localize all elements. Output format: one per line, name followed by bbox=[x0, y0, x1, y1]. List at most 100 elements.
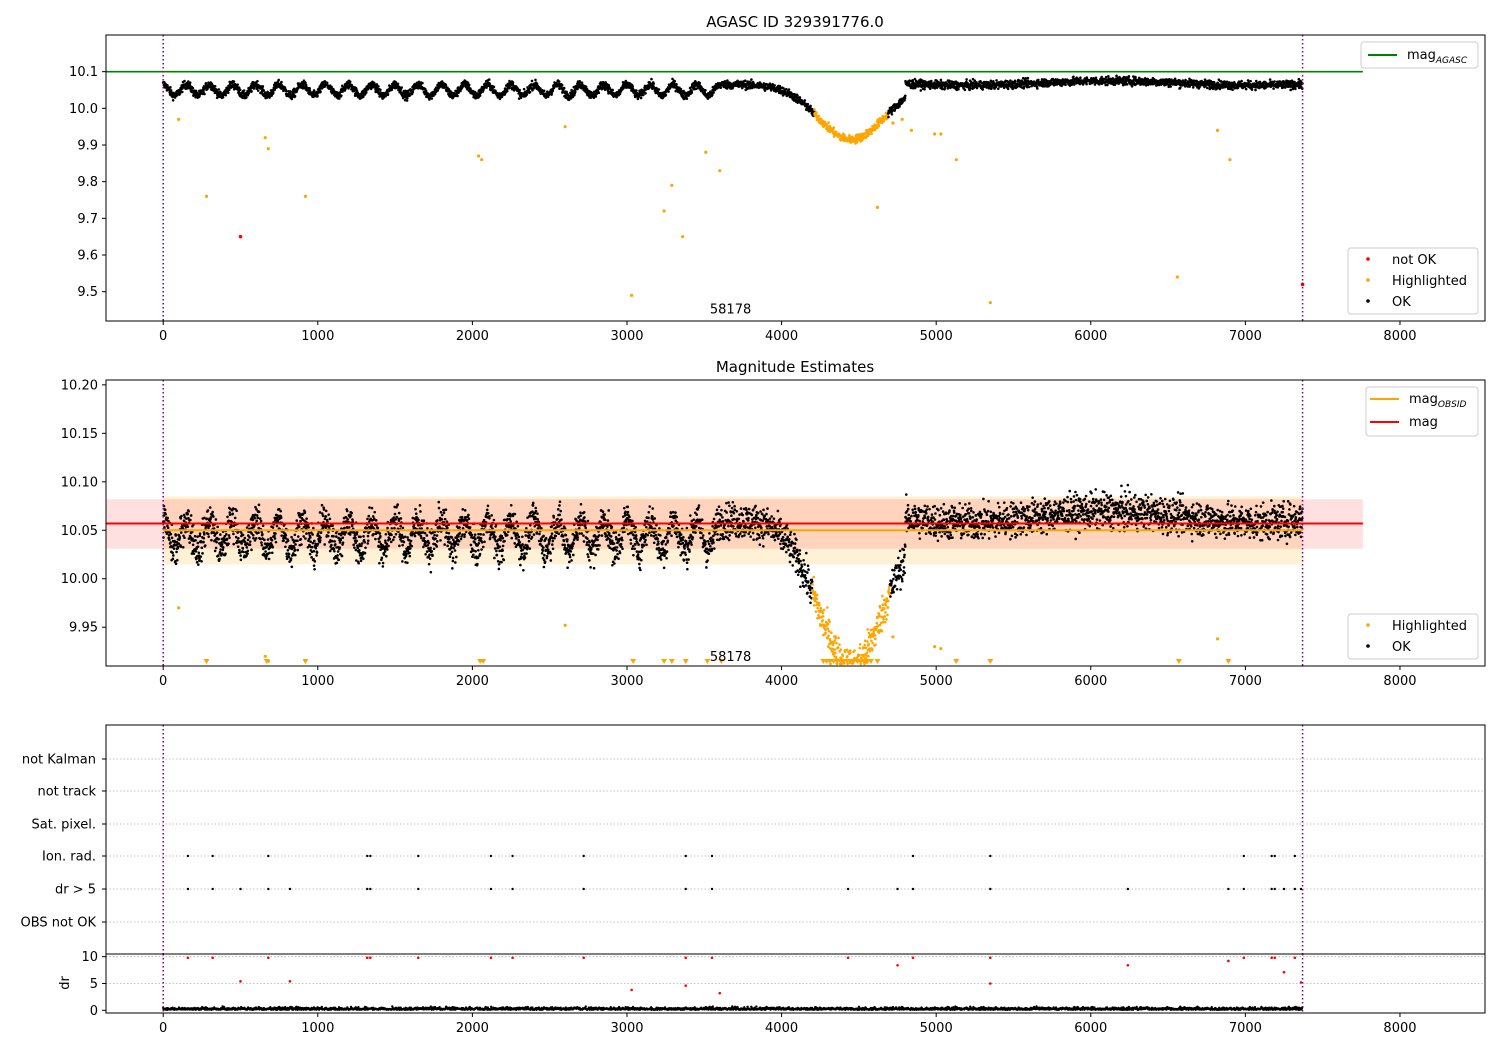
ok-point bbox=[319, 90, 322, 93]
ok-point bbox=[664, 93, 668, 97]
ok-point bbox=[194, 89, 198, 93]
ok-point bbox=[183, 79, 186, 83]
ok-point bbox=[965, 78, 968, 81]
y-tick-label: 9.6 bbox=[77, 249, 98, 264]
ok-point bbox=[330, 85, 333, 89]
ok-point bbox=[488, 82, 492, 85]
ok-point bbox=[169, 86, 172, 89]
highlighted-point bbox=[939, 132, 943, 136]
highlighted-point bbox=[303, 194, 308, 198]
ok-point bbox=[1244, 87, 1248, 91]
highlighted-point bbox=[885, 117, 889, 121]
highlighted-point bbox=[900, 117, 904, 121]
ok-point bbox=[396, 82, 400, 86]
ok-point bbox=[1104, 75, 1108, 79]
ok-point bbox=[551, 89, 555, 93]
ok-point bbox=[719, 86, 723, 90]
ok-point bbox=[169, 532, 173, 536]
ok-point bbox=[1191, 86, 1195, 89]
ok-point bbox=[215, 88, 219, 92]
x-tick-label: 5000 bbox=[920, 329, 953, 344]
ok-point bbox=[973, 79, 977, 83]
ok-point bbox=[316, 94, 319, 98]
ok-point bbox=[1179, 86, 1182, 89]
ok-point bbox=[212, 515, 215, 518]
y-tick-label: 9.7 bbox=[77, 212, 98, 227]
highlighted-point bbox=[704, 150, 708, 154]
ok-point bbox=[405, 99, 409, 102]
ok-point bbox=[221, 548, 225, 552]
ok-point bbox=[594, 95, 598, 98]
ok-point bbox=[995, 79, 998, 82]
ok-point bbox=[200, 559, 203, 563]
highlighted-point bbox=[817, 114, 820, 118]
ok-point bbox=[217, 554, 220, 557]
highlighted-point bbox=[848, 133, 851, 137]
ok-point bbox=[1079, 76, 1082, 80]
ok-point bbox=[1127, 75, 1131, 78]
ok-point bbox=[237, 536, 240, 540]
ok-point bbox=[191, 86, 195, 90]
ok-point bbox=[447, 88, 451, 91]
ok-point bbox=[242, 89, 246, 92]
ok-point bbox=[196, 535, 199, 538]
ok-point bbox=[207, 535, 211, 538]
x-tick-label: 4000 bbox=[765, 329, 798, 344]
ok-point bbox=[186, 525, 190, 528]
ok-point bbox=[226, 91, 230, 95]
panel-title: Magnitude Estimates bbox=[716, 358, 874, 376]
ok-point bbox=[179, 517, 183, 520]
ok-point bbox=[364, 91, 368, 94]
ok-point bbox=[508, 79, 511, 83]
ok-point bbox=[773, 84, 776, 87]
ok-point bbox=[201, 552, 204, 555]
ok-point bbox=[639, 96, 643, 100]
ok-point bbox=[497, 95, 501, 98]
ok-point bbox=[644, 92, 647, 95]
ok-point bbox=[216, 525, 219, 529]
ok-point bbox=[1094, 76, 1098, 80]
ok-point bbox=[1225, 80, 1229, 84]
ok-point bbox=[1107, 74, 1110, 78]
ok-point bbox=[169, 89, 173, 92]
ok-point bbox=[796, 94, 799, 97]
ok-point bbox=[433, 92, 437, 96]
ok-point bbox=[208, 506, 212, 509]
ok-point bbox=[340, 84, 344, 88]
ok-point bbox=[290, 97, 294, 101]
ok-point bbox=[171, 98, 175, 102]
ok-point bbox=[909, 79, 913, 83]
ok-point bbox=[492, 85, 496, 89]
ok-point bbox=[915, 80, 918, 83]
x-tick-label: 6000 bbox=[1074, 329, 1107, 344]
ok-point bbox=[642, 93, 645, 97]
ok-point bbox=[205, 517, 209, 521]
ok-point bbox=[206, 509, 210, 512]
ok-point bbox=[647, 86, 651, 90]
ok-point bbox=[996, 87, 1000, 91]
ok-point bbox=[411, 90, 415, 94]
ok-point bbox=[550, 91, 554, 95]
ok-point bbox=[903, 98, 906, 102]
ok-point bbox=[743, 79, 747, 83]
x-tick-label: 1000 bbox=[301, 329, 334, 344]
ok-point bbox=[325, 81, 329, 85]
highlighted-point bbox=[480, 158, 484, 162]
ok-point bbox=[578, 80, 582, 84]
ok-point bbox=[172, 554, 175, 557]
ok-point bbox=[522, 87, 526, 91]
ok-point bbox=[247, 92, 251, 95]
y-tick-label: 10.1 bbox=[69, 65, 98, 80]
obs-annotation: 58178 bbox=[710, 302, 751, 317]
ok-point bbox=[511, 81, 515, 84]
ok-point bbox=[180, 514, 183, 518]
ok-point bbox=[1009, 79, 1012, 82]
ok-point bbox=[461, 84, 465, 88]
ok-point bbox=[219, 533, 222, 536]
highlighted-point bbox=[1228, 158, 1232, 162]
ok-point bbox=[217, 537, 220, 541]
ok-point bbox=[694, 87, 698, 91]
highlighted-point bbox=[855, 141, 859, 144]
ok-point bbox=[542, 89, 546, 93]
